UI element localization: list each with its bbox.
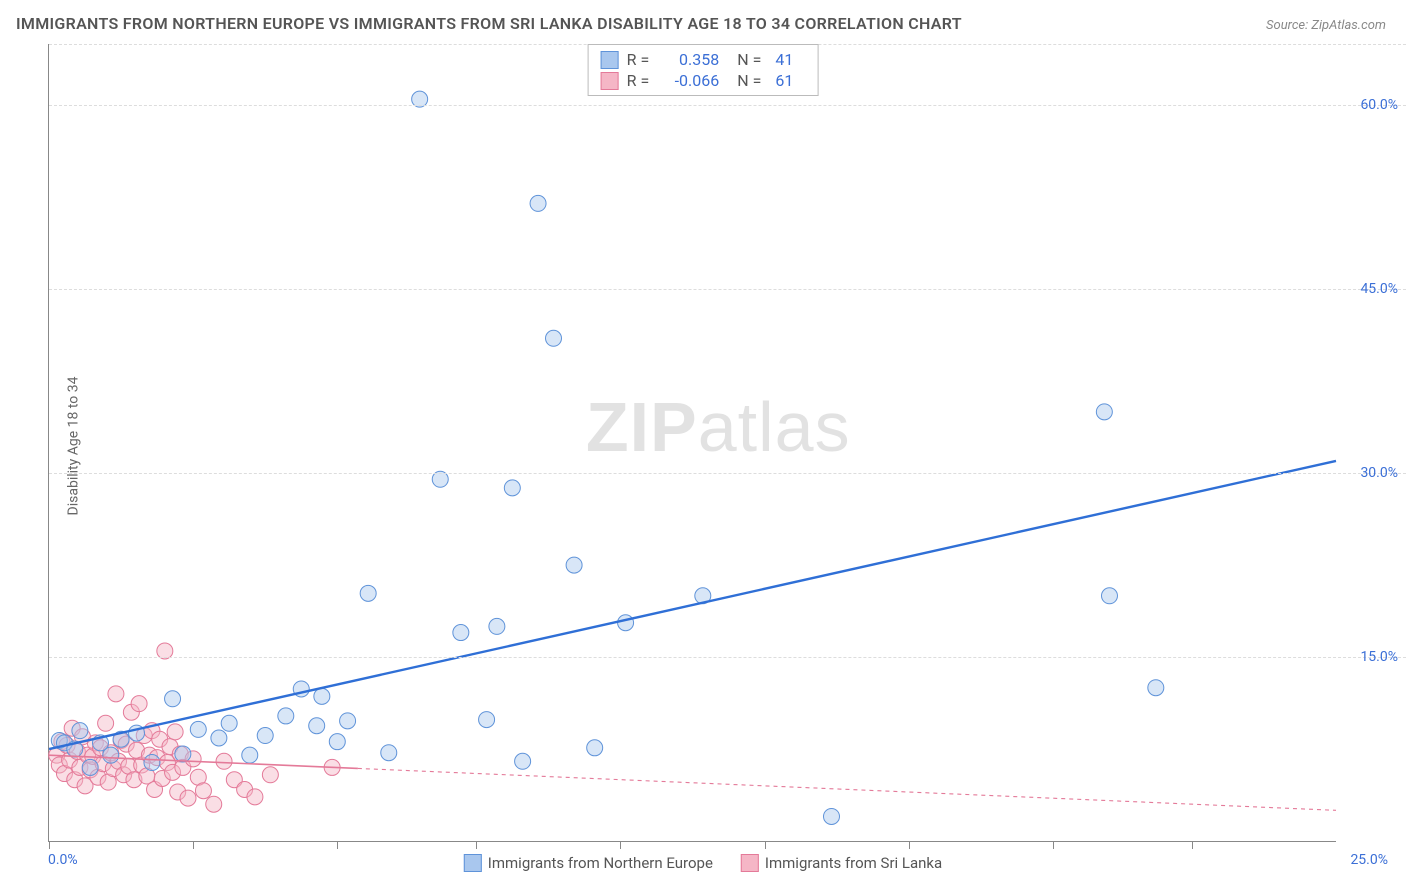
n-label: N = (737, 71, 761, 90)
scatter-point (504, 480, 520, 496)
scatter-point (489, 618, 505, 634)
legend-item-series-a: Immigrants from Northern Europe (464, 854, 713, 872)
x-tick (1053, 841, 1054, 849)
scatter-point (180, 790, 196, 806)
n-value: 41 (775, 50, 805, 69)
x-tick (765, 841, 766, 849)
correlation-row-series-a: R = 0.358 N = 41 (601, 49, 806, 70)
scatter-point (165, 691, 181, 707)
scatter-point (206, 796, 222, 812)
correlation-row-series-b: R = -0.066 N = 61 (601, 70, 806, 91)
y-tick-label: 30.0% (1360, 465, 1398, 481)
scatter-plot (49, 44, 1336, 841)
y-tick-label: 45.0% (1360, 281, 1398, 297)
scatter-point (190, 721, 206, 737)
x-tick (49, 841, 50, 849)
scatter-point (587, 740, 603, 756)
scatter-point (98, 715, 114, 731)
scatter-point (211, 730, 227, 746)
source-attribution: Source: ZipAtlas.com (1266, 18, 1386, 33)
scatter-point (216, 753, 232, 769)
y-tick-label: 15.0% (1360, 649, 1398, 665)
scatter-point (515, 753, 531, 769)
plot-area: ZIPatlas 15.0%30.0%45.0%60.0% (48, 44, 1336, 842)
n-value: 61 (775, 71, 805, 90)
scatter-point (314, 688, 330, 704)
scatter-point (103, 747, 119, 763)
scatter-point (360, 585, 376, 601)
scatter-point (144, 755, 160, 771)
r-value: -0.066 (663, 71, 719, 90)
x-tick (620, 841, 621, 849)
swatch-icon (464, 854, 482, 872)
scatter-point (1148, 680, 1164, 696)
scatter-point (453, 625, 469, 641)
gridline (49, 105, 1406, 106)
correlation-legend: R = 0.358 N = 41 R = -0.066 N = 61 (588, 44, 819, 96)
scatter-point (618, 615, 634, 631)
scatter-point (1101, 588, 1117, 604)
scatter-point (530, 195, 546, 211)
x-tick (193, 841, 194, 849)
x-tick (476, 841, 477, 849)
scatter-point (479, 712, 495, 728)
chart-container: IMMIGRANTS FROM NORTHERN EUROPE VS IMMIG… (0, 0, 1406, 892)
n-label: N = (737, 50, 761, 69)
r-label: R = (627, 71, 650, 90)
scatter-point (221, 715, 237, 731)
legend-label: Immigrants from Sri Lanka (765, 854, 942, 872)
x-tick (909, 841, 910, 849)
series-legend: Immigrants from Northern Europe Immigran… (464, 854, 942, 872)
scatter-point (381, 745, 397, 761)
scatter-point (108, 686, 124, 702)
scatter-point (546, 330, 562, 346)
legend-item-series-b: Immigrants from Sri Lanka (741, 854, 942, 872)
trend-line (49, 461, 1336, 749)
scatter-point (167, 724, 183, 740)
scatter-point (82, 759, 98, 775)
scatter-point (329, 734, 345, 750)
scatter-point (131, 696, 147, 712)
scatter-point (195, 783, 211, 799)
scatter-point (257, 728, 273, 744)
x-tick (337, 841, 338, 849)
scatter-point (823, 808, 839, 824)
swatch-icon (601, 51, 619, 69)
trend-line-extrapolated (358, 768, 1336, 810)
scatter-point (175, 746, 191, 762)
scatter-point (247, 789, 263, 805)
scatter-point (242, 747, 258, 763)
y-tick-label: 60.0% (1360, 97, 1398, 113)
gridline (49, 289, 1406, 290)
legend-label: Immigrants from Northern Europe (488, 854, 713, 872)
scatter-point (278, 708, 294, 724)
scatter-point (309, 718, 325, 734)
scatter-point (1096, 404, 1112, 420)
x-tick (1192, 841, 1193, 849)
chart-title: IMMIGRANTS FROM NORTHERN EUROPE VS IMMIG… (16, 14, 962, 33)
gridline (49, 657, 1406, 658)
swatch-icon (601, 72, 619, 90)
x-axis-end-label: 25.0% (1350, 852, 1388, 868)
scatter-point (72, 723, 88, 739)
scatter-point (340, 713, 356, 729)
swatch-icon (741, 854, 759, 872)
gridline (49, 473, 1406, 474)
r-value: 0.358 (663, 50, 719, 69)
r-label: R = (627, 50, 650, 69)
x-axis-start-label: 0.0% (48, 852, 78, 868)
scatter-point (262, 767, 278, 783)
scatter-point (566, 557, 582, 573)
